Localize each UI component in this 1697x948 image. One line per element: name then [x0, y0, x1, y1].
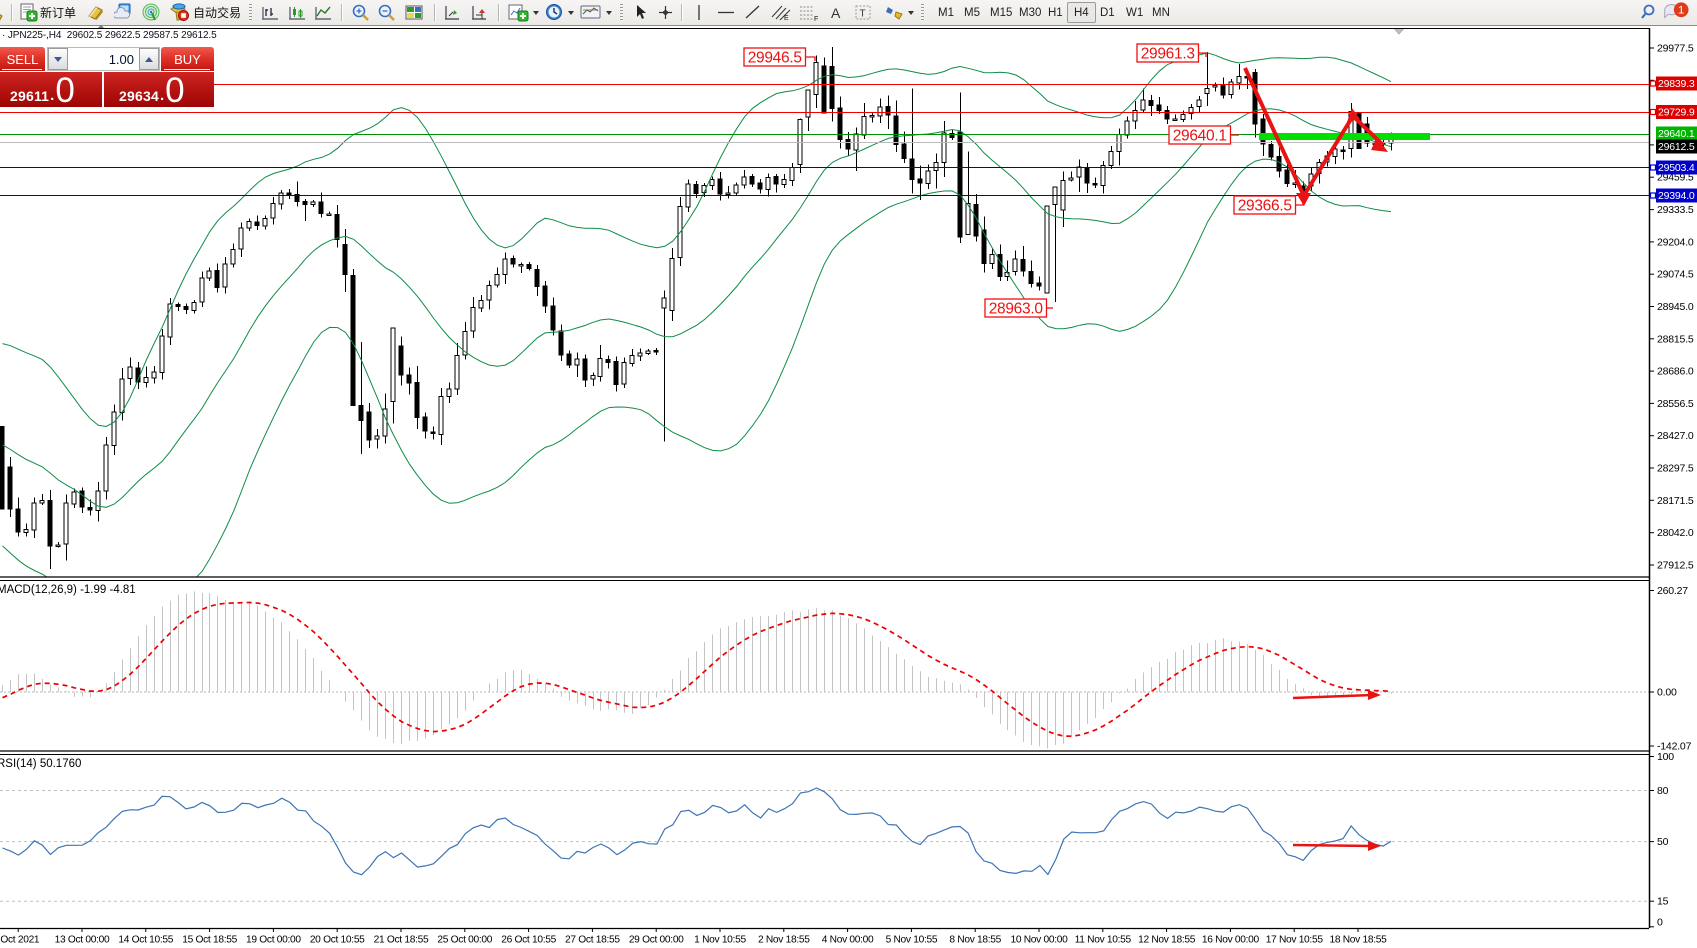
svg-text:28171.5: 28171.5: [1657, 495, 1694, 507]
svg-text:28963.0: 28963.0: [989, 301, 1044, 318]
svg-text:15 Oct 18:55: 15 Oct 18:55: [182, 935, 237, 946]
svg-text:26 Oct 10:55: 26 Oct 10:55: [501, 935, 556, 946]
svg-text:28815.5: 28815.5: [1657, 333, 1694, 345]
svg-text:12 Oct 2021: 12 Oct 2021: [0, 935, 40, 946]
svg-text:28427.0: 28427.0: [1657, 430, 1694, 442]
svg-text:11 Nov 10:55: 11 Nov 10:55: [1075, 935, 1132, 946]
svg-text:29839.3: 29839.3: [1658, 78, 1695, 90]
svg-text:100: 100: [1657, 751, 1674, 763]
svg-text:260.27: 260.27: [1657, 585, 1688, 597]
svg-text:29503.4: 29503.4: [1658, 162, 1695, 174]
svg-text:12 Nov 18:55: 12 Nov 18:55: [1138, 935, 1196, 946]
svg-text:28945.0: 28945.0: [1657, 301, 1694, 313]
svg-text:10 Nov 00:00: 10 Nov 00:00: [1010, 935, 1068, 946]
svg-text:29366.5: 29366.5: [1238, 198, 1292, 215]
svg-text:28556.5: 28556.5: [1657, 398, 1694, 410]
svg-text:29204.0: 29204.0: [1657, 236, 1694, 248]
svg-text:29394.0: 29394.0: [1658, 190, 1695, 202]
svg-text:RSI(14) 50.1760: RSI(14) 50.1760: [0, 758, 81, 770]
svg-text:21 Oct 18:55: 21 Oct 18:55: [374, 935, 429, 946]
svg-text:0.00: 0.00: [1657, 687, 1677, 699]
svg-text:29459.5: 29459.5: [1657, 172, 1694, 184]
svg-text:29640.1: 29640.1: [1173, 128, 1227, 145]
svg-text:1: 1: [1678, 5, 1684, 17]
svg-text:25 Oct 00:00: 25 Oct 00:00: [437, 935, 492, 946]
svg-text:13 Oct 00:00: 13 Oct 00:00: [55, 935, 110, 946]
svg-text:17 Nov 10:55: 17 Nov 10:55: [1266, 935, 1324, 946]
svg-text:29961.3: 29961.3: [1141, 46, 1195, 63]
svg-text:29074.5: 29074.5: [1657, 269, 1694, 281]
svg-text:T: T: [860, 9, 866, 20]
svg-text:29977.5: 29977.5: [1657, 43, 1694, 55]
svg-text:2 Nov 18:55: 2 Nov 18:55: [758, 935, 810, 946]
svg-text:29946.5: 29946.5: [748, 50, 802, 67]
svg-text:50: 50: [1657, 836, 1669, 848]
svg-text:29640.1: 29640.1: [1658, 128, 1695, 140]
svg-text:-142.07: -142.07: [1657, 741, 1692, 753]
svg-text:29333.5: 29333.5: [1657, 204, 1694, 216]
svg-text:5 Nov 10:55: 5 Nov 10:55: [886, 935, 938, 946]
svg-text:28686.0: 28686.0: [1657, 366, 1694, 378]
svg-text:28042.0: 28042.0: [1657, 527, 1694, 539]
svg-text:MACD(12,26,9) -1.99 -4.81: MACD(12,26,9) -1.99 -4.81: [0, 584, 136, 596]
svg-text:F: F: [814, 16, 818, 22]
svg-text:1 Nov 10:55: 1 Nov 10:55: [694, 935, 746, 946]
svg-text:29729.9: 29729.9: [1658, 107, 1695, 119]
svg-text:20 Oct 10:55: 20 Oct 10:55: [310, 935, 365, 946]
svg-text:28297.5: 28297.5: [1657, 463, 1694, 475]
svg-text:14 Oct 10:55: 14 Oct 10:55: [118, 935, 173, 946]
svg-text:E: E: [784, 15, 789, 22]
svg-text:15: 15: [1657, 896, 1669, 908]
svg-text:27 Oct 18:55: 27 Oct 18:55: [565, 935, 620, 946]
svg-text:4 Nov 00:00: 4 Nov 00:00: [822, 935, 874, 946]
svg-text:19 Oct 00:00: 19 Oct 00:00: [246, 935, 301, 946]
svg-text:80: 80: [1657, 785, 1669, 797]
svg-text:18 Nov 18:55: 18 Nov 18:55: [1329, 935, 1387, 946]
svg-text:29 Oct 00:00: 29 Oct 00:00: [629, 935, 684, 946]
svg-text:29612.5: 29612.5: [1658, 141, 1695, 153]
svg-text:0: 0: [1657, 917, 1663, 929]
svg-text:27912.5: 27912.5: [1657, 560, 1694, 572]
svg-text:16 Nov 00:00: 16 Nov 00:00: [1202, 935, 1260, 946]
svg-text:8 Nov 18:55: 8 Nov 18:55: [949, 935, 1001, 946]
